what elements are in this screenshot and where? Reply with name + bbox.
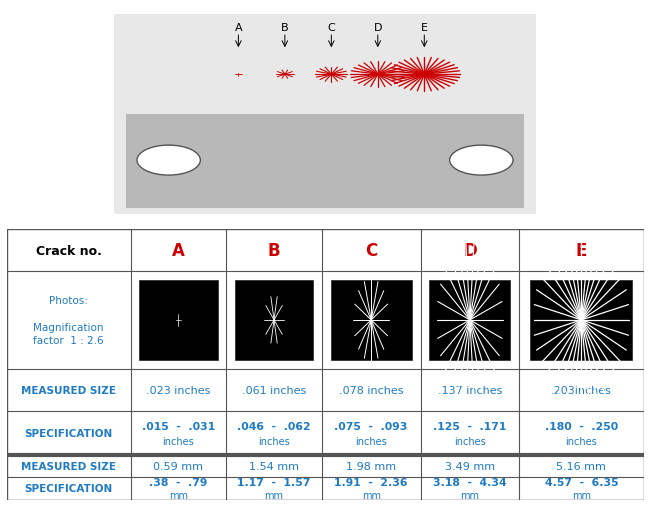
- Text: inches: inches: [566, 436, 597, 446]
- Text: 3.49 mm: 3.49 mm: [445, 461, 495, 471]
- Text: .137 inches: .137 inches: [437, 385, 502, 395]
- Text: D: D: [463, 242, 477, 260]
- Text: 1.98 mm: 1.98 mm: [346, 461, 396, 471]
- Text: 1.54 mm: 1.54 mm: [249, 461, 299, 471]
- Text: inches: inches: [162, 436, 194, 446]
- Text: SPECIFICATION: SPECIFICATION: [25, 428, 112, 438]
- Bar: [235, 280, 313, 360]
- Text: C: C: [328, 23, 335, 33]
- Text: .38  -  .79: .38 - .79: [150, 478, 208, 487]
- Text: 5.16 mm: 5.16 mm: [556, 461, 606, 471]
- Bar: [139, 280, 218, 360]
- Text: .075  -  .093: .075 - .093: [335, 421, 408, 431]
- Text: .023 inches: .023 inches: [146, 385, 211, 395]
- Text: 1.91  -  2.36: 1.91 - 2.36: [335, 478, 408, 487]
- FancyBboxPatch shape: [105, 11, 545, 219]
- Text: B: B: [268, 242, 280, 260]
- Text: 1.17  -  1.57: 1.17 - 1.57: [237, 478, 311, 487]
- Text: SPECIFICATION: SPECIFICATION: [25, 483, 112, 493]
- Text: D: D: [374, 23, 382, 33]
- Text: inches: inches: [258, 436, 290, 446]
- Text: MEASURED SIZE: MEASURED SIZE: [21, 461, 116, 471]
- Text: .125  -  .171: .125 - .171: [434, 421, 506, 431]
- Text: .061 inches: .061 inches: [242, 385, 306, 395]
- Circle shape: [450, 146, 513, 176]
- Text: inches: inches: [356, 436, 387, 446]
- Text: Crack no.: Crack no.: [36, 244, 101, 257]
- Bar: [126, 115, 523, 209]
- Text: inches: inches: [454, 436, 486, 446]
- Text: C: C: [365, 242, 377, 260]
- Text: E: E: [421, 23, 428, 33]
- Text: .203inches: .203inches: [551, 385, 612, 395]
- Text: E: E: [576, 242, 587, 260]
- Text: .078 inches: .078 inches: [339, 385, 404, 395]
- Bar: [530, 280, 632, 360]
- Text: Photos:

Magnification
factor  1 : 2.6: Photos: Magnification factor 1 : 2.6: [33, 295, 104, 345]
- Bar: [430, 280, 510, 360]
- Circle shape: [137, 146, 200, 176]
- Text: A: A: [235, 23, 242, 33]
- Text: mm: mm: [361, 490, 381, 500]
- Text: 3.18  -  4.34: 3.18 - 4.34: [433, 478, 507, 487]
- Text: A: A: [172, 242, 185, 260]
- Text: mm: mm: [265, 490, 283, 500]
- Text: MEASURED SIZE: MEASURED SIZE: [21, 385, 116, 395]
- Text: mm: mm: [169, 490, 188, 500]
- Text: .015  -  .031: .015 - .031: [142, 421, 215, 431]
- Text: mm: mm: [572, 490, 591, 500]
- Text: 0.59 mm: 0.59 mm: [153, 461, 203, 471]
- Text: B: B: [281, 23, 289, 33]
- Text: .180  -  .250: .180 - .250: [545, 421, 618, 431]
- Bar: [331, 280, 411, 360]
- Text: mm: mm: [460, 490, 480, 500]
- Text: .046  -  .062: .046 - .062: [237, 421, 311, 431]
- Text: 4.57  -  6.35: 4.57 - 6.35: [545, 478, 618, 487]
